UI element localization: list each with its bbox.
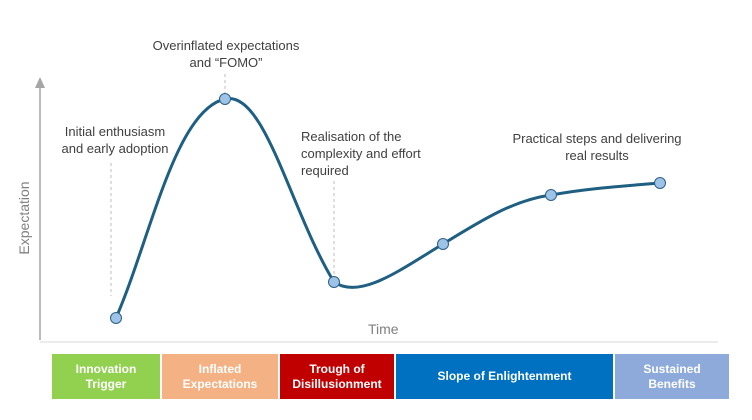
phase-bar: Innovation Trigger Inflated Expectations…: [52, 354, 729, 399]
y-axis-label: Expectation: [16, 181, 32, 255]
curve-point-trigger: [110, 312, 122, 324]
curve-point-peak: [219, 93, 231, 105]
phase-inflated-expectations: Inflated Expectations: [162, 354, 278, 399]
annotation-trigger: Initial enthusiasm and early adoption: [61, 124, 169, 156]
curve-point-plateau: [654, 177, 666, 189]
phase-slope-of-enlightenment: Slope of Enlightenment: [396, 354, 613, 399]
y-axis-arrowhead: [35, 77, 45, 88]
annotation-slope: Practical steps and delivering real resu…: [512, 131, 682, 163]
curve-point-trough: [328, 276, 340, 288]
phase-innovation-trigger: Innovation Trigger: [52, 354, 160, 399]
curve-point-slope: [437, 238, 449, 250]
annotation-trough: Realisation of the complexity and effort…: [301, 129, 421, 178]
phase-sustained-benefits: Sustained Benefits: [615, 354, 729, 399]
phase-trough-of-disillusionment: Trough of Disillusionment: [280, 354, 394, 399]
curve-point-enlightenment: [545, 189, 557, 201]
annotation-peak: Overinflated expectations and “FOMO”: [152, 38, 300, 70]
x-axis-label: Time: [368, 321, 399, 337]
